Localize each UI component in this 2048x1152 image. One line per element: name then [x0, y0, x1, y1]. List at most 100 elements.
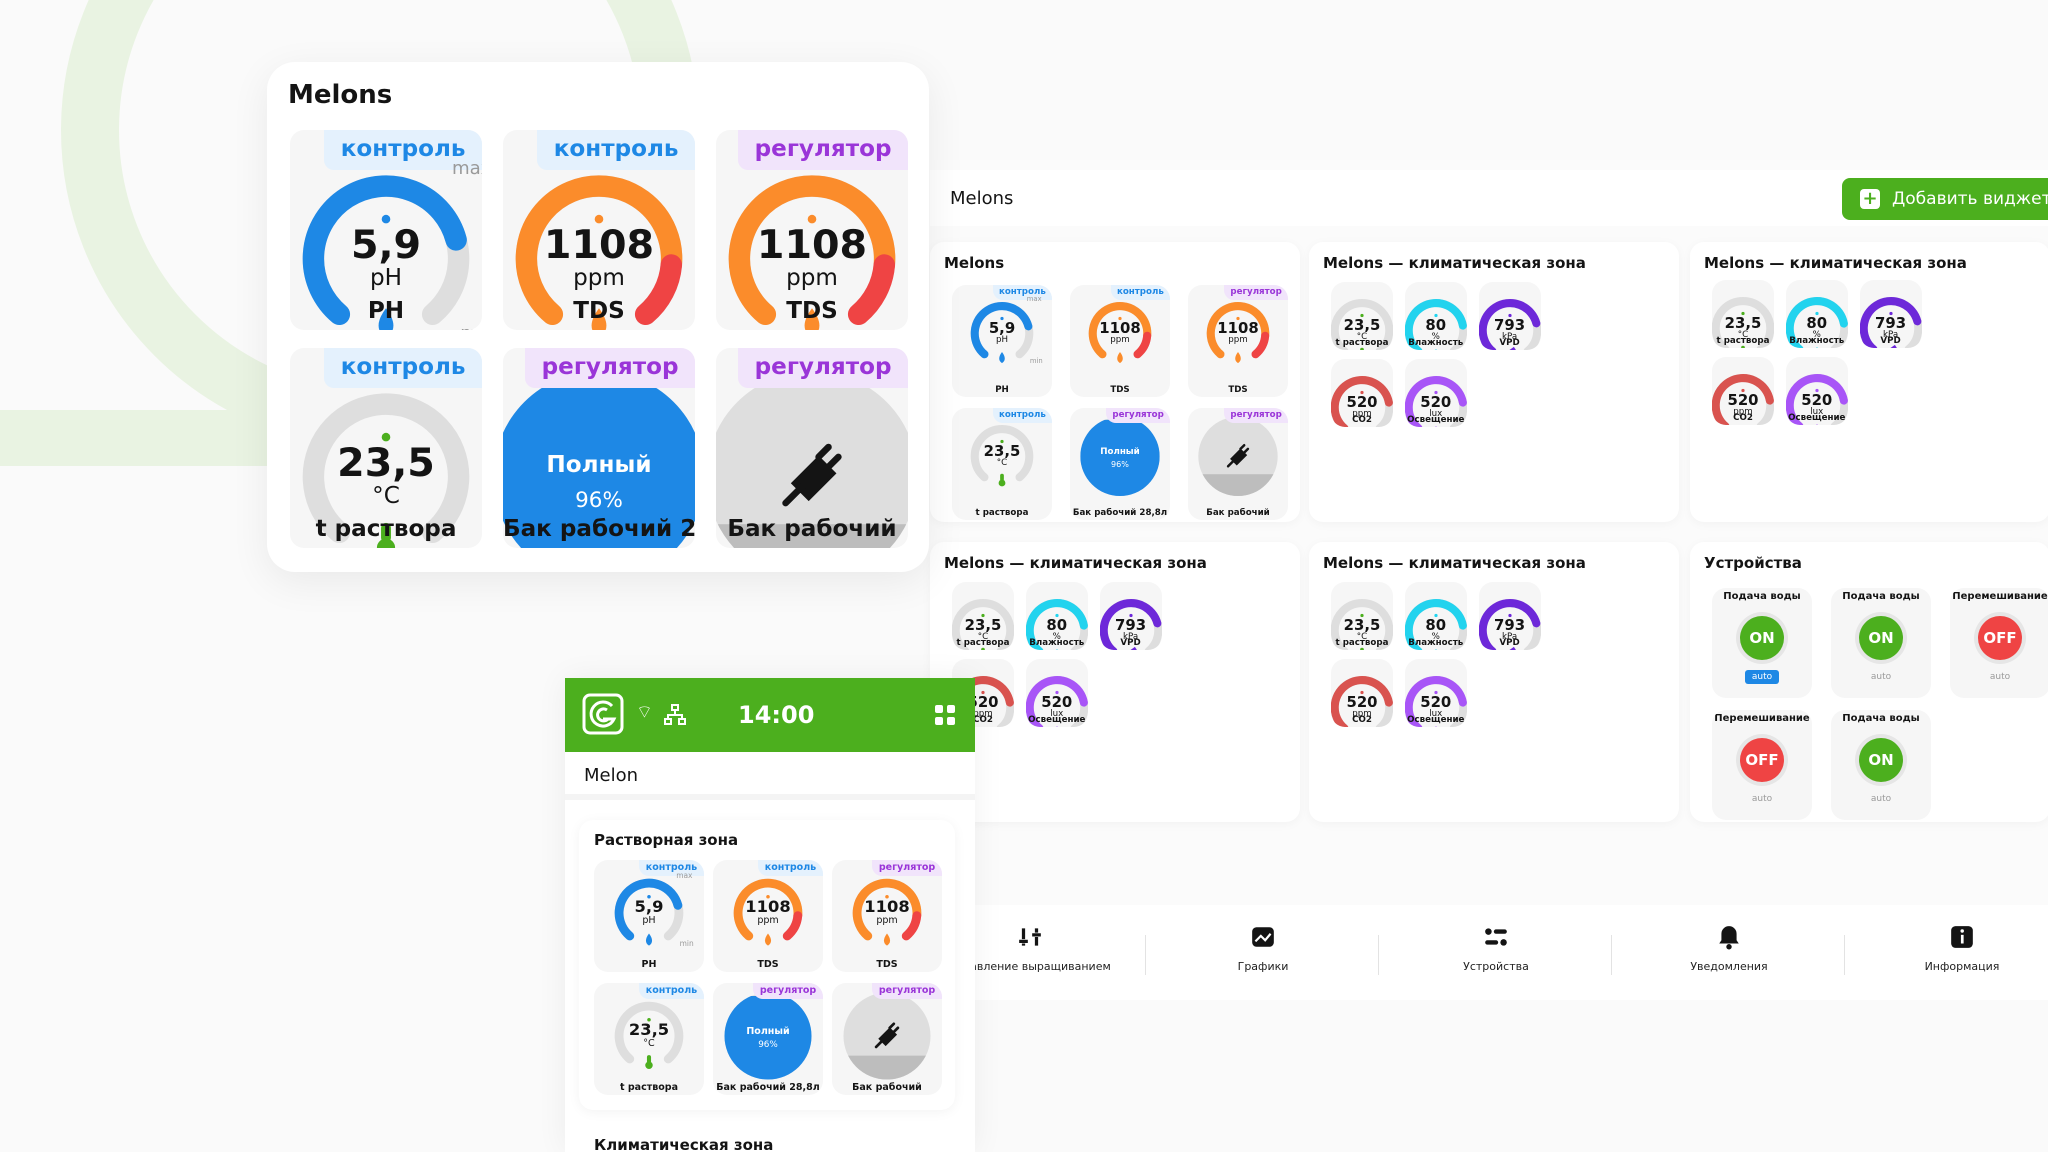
device-mode: auto	[1989, 672, 2011, 682]
pump-tile: регулятор Бак рабочий	[1188, 408, 1288, 520]
dashboard-card-title: Melons — климатическая зона	[1323, 254, 1586, 272]
gauge-label: TDS	[876, 958, 898, 970]
gauge-tile: 793 kPa VPD	[1478, 582, 1541, 651]
status-badge: контроль	[324, 130, 482, 170]
nav-item-2[interactable]: Графики	[1173, 924, 1353, 975]
gauge-value: 23,5	[1343, 615, 1381, 634]
add-widget-button[interactable]: + Добавить виджет	[1842, 178, 2048, 220]
tank-state: Полный	[746, 1025, 790, 1037]
gauge-unit: kPa	[1501, 332, 1518, 343]
device-toggle-button[interactable]: ON	[1859, 616, 1903, 660]
gauge-unit: ppm	[786, 264, 838, 291]
status-badge: контроль	[992, 408, 1052, 423]
gauge-unit: %	[1431, 332, 1440, 343]
gauge-value: 520	[1420, 392, 1452, 411]
nav-separator	[1378, 935, 1379, 975]
gauge-label: CO2	[1352, 414, 1372, 425]
nav-item-5[interactable]: Информация	[1872, 924, 2048, 975]
gauge-label: t раствора	[315, 516, 457, 543]
status-badge: контроль	[992, 285, 1052, 300]
gauge-arc	[1404, 375, 1467, 428]
max-label: max	[676, 871, 693, 881]
gauge-unit: ppm	[1110, 335, 1130, 346]
nav-item-1[interactable]: Управление выращиванием	[940, 924, 1120, 975]
gauge-label: Влажность	[1408, 338, 1464, 349]
phone-header-title: Melon	[584, 765, 639, 786]
gauge-unit: pH	[995, 335, 1009, 346]
gauge-tile: 520 ppm CO2	[1712, 356, 1774, 426]
device-mode: auto	[1751, 794, 1773, 804]
gauge-unit: kPa	[1122, 632, 1139, 643]
gauge-value: 520	[1801, 390, 1833, 409]
gauge-arc	[1404, 299, 1467, 351]
device-tile: Перемешивание OFF auto	[1950, 588, 2048, 698]
max-label: max	[452, 157, 482, 179]
gauge-value: 80	[1425, 615, 1447, 634]
gauge-value: 5,9	[988, 318, 1016, 337]
gauge-unit: lux	[1050, 709, 1064, 720]
add-widget-label: Добавить виджет	[1892, 189, 2048, 209]
gauge-label: TDS	[786, 298, 838, 325]
gauge-arc	[1712, 373, 1774, 426]
nav-label: Графики	[1237, 960, 1289, 973]
gauge-label: VPD	[1499, 638, 1520, 649]
nav-item-3[interactable]: Устройства	[1406, 924, 1586, 975]
bell-icon	[1719, 926, 1739, 950]
device-name: Подача воды	[1842, 713, 1920, 724]
gauge-label: Освещение	[1407, 414, 1465, 425]
sliders-icon	[1019, 928, 1041, 946]
nav-label: Устройства	[1463, 960, 1529, 973]
gauge-label: t раствора	[1335, 638, 1389, 649]
gauge-value: 520	[1420, 692, 1452, 711]
tank-percent: 96%	[758, 1040, 778, 1051]
dashboard-card-title: Устройства	[1704, 554, 1802, 572]
dashboard-card-title: Melons — климатическая зона	[944, 554, 1207, 572]
tank-indicator	[1080, 416, 1160, 497]
gauge-label: CO2	[1352, 714, 1372, 725]
gauge-value: 23,5	[337, 439, 435, 486]
min-label: min	[679, 939, 694, 949]
device-tile: Перемешивание OFF auto	[1712, 710, 1812, 820]
nav-separator	[1145, 935, 1146, 975]
gauge-tile: 793 kPa VPD	[1099, 582, 1162, 651]
gauge-value: 793	[1494, 615, 1526, 634]
status-badge: контроль	[638, 983, 704, 1000]
gauge-label: TDS	[1110, 384, 1130, 395]
plug-icon	[716, 371, 908, 548]
gauge-label: t раствора	[956, 638, 1010, 649]
gauge-arc	[1404, 599, 1467, 651]
device-tile: Подача воды ON auto	[1831, 588, 1931, 698]
gauge-unit: lux	[1429, 409, 1443, 420]
gauge-label: PH	[641, 958, 657, 970]
gauge-arc	[1859, 297, 1922, 349]
gauge-label: PH	[995, 384, 1009, 395]
gauge-label: Бак рабочий	[1206, 507, 1270, 518]
gauge-tile: контроль 5,9pH PH max min	[290, 130, 482, 330]
nav-item-4[interactable]: Уведомления	[1639, 924, 1819, 975]
gauge-value: 1108	[1099, 318, 1141, 337]
gauge-value: 520	[1346, 692, 1378, 711]
gauge-arc	[1785, 373, 1848, 426]
gauge-label: VPD	[1880, 336, 1901, 347]
plug-icon	[843, 992, 931, 1080]
device-toggle-button[interactable]: ON	[1740, 616, 1784, 660]
app-logo-icon[interactable]	[582, 693, 624, 735]
gauge-unit: %	[1431, 632, 1440, 643]
gauge-arc	[952, 599, 1014, 651]
gauge-label: Бак рабочий	[727, 516, 897, 543]
gauge-arc	[852, 878, 922, 946]
gauge-tile: 520 lux Освещение	[1404, 358, 1467, 428]
grid-menu-icon[interactable]	[934, 704, 956, 726]
gauge-value: 23,5	[628, 1020, 670, 1040]
device-toggle-button[interactable]: ON	[1859, 738, 1903, 782]
gauge-unit: °C	[996, 458, 1008, 469]
device-toggle-button[interactable]: OFF	[1740, 738, 1784, 782]
gauge-label: VPD	[1120, 638, 1141, 649]
device-mode: auto	[1870, 672, 1892, 682]
device-toggle-button[interactable]: OFF	[1978, 616, 2022, 660]
gauge-value: 1108	[543, 221, 655, 268]
gauge-tile: контроль 23,5 °C t раствора	[290, 348, 482, 548]
device-mode[interactable]: auto	[1745, 670, 1779, 684]
gauge-label: Освещение	[1788, 412, 1846, 423]
gauge-unit: °C	[977, 632, 989, 643]
